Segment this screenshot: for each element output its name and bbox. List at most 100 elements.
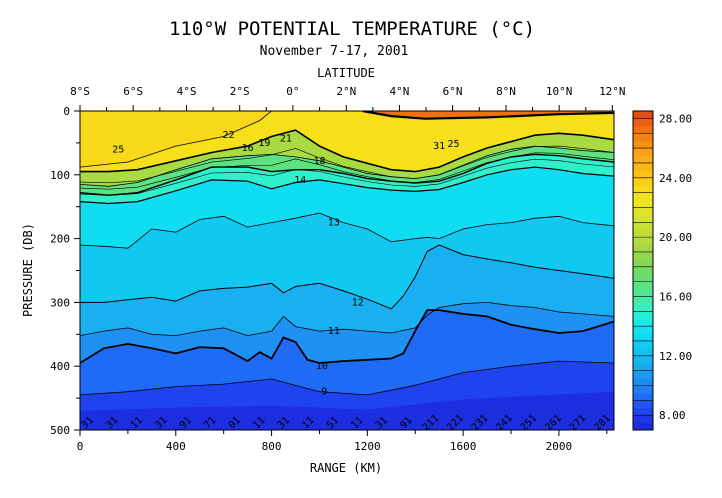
chart-title: 110°W POTENTIAL TEMPERATURE (°C)	[169, 18, 535, 40]
colorbar-swatch	[633, 289, 653, 297]
isotherm-lines	[80, 111, 614, 396]
colorbar-swatch	[633, 311, 653, 320]
colorbar-swatch	[633, 244, 653, 253]
colorbar-swatch	[633, 200, 653, 208]
colorbar-tick-label: 12.00	[659, 350, 692, 363]
colorbar-swatch	[633, 207, 653, 216]
colorbar-swatch	[633, 170, 653, 179]
chart-subtitle: November 7-17, 2001	[260, 44, 409, 59]
isotherm-25	[80, 111, 272, 168]
contour-label-25: 25	[448, 139, 460, 150]
contour-label-16: 16	[242, 143, 254, 154]
colorbar-swatch	[633, 422, 653, 431]
contour-label-19: 19	[258, 138, 270, 149]
lat-tick-label: 8°N	[496, 85, 516, 98]
isotherm-16	[80, 153, 614, 196]
colorbar-swatch	[633, 229, 653, 238]
colorbar-swatch	[633, 222, 653, 231]
colorbar-swatch	[633, 400, 653, 409]
temperature-band-8	[80, 391, 614, 430]
lat-tick-label: 10°N	[546, 85, 573, 98]
colorbar-tick-label: 20.00	[659, 231, 692, 244]
colorbar-swatch	[633, 148, 653, 157]
colorbar-tick-label: 24.00	[659, 172, 692, 185]
x-tick-label: 1200	[354, 440, 381, 453]
colorbar-swatch	[633, 415, 653, 424]
isotherm-13	[80, 212, 614, 249]
lat-tick-label: 4°S	[177, 85, 197, 98]
colorbar-swatch	[633, 192, 653, 201]
colorbar-swatch	[633, 266, 653, 275]
latitude-axis: 8°S 6°S 4°S 2°S 0° 2°N 4°N 6°N 8°N 10°N 12°N	[70, 85, 626, 111]
colorbar-swatch	[633, 118, 653, 127]
colorbar-tick-label: 16.00	[659, 290, 692, 303]
colorbar-swatch	[633, 370, 653, 379]
bottom-contour-label: 31	[374, 415, 390, 431]
lat-tick-label: 8°S	[70, 85, 90, 98]
bottom-contour-label: 31	[104, 415, 120, 431]
bottom-contour-label: 71	[202, 415, 218, 431]
contour-label-11: 11	[328, 326, 340, 337]
x-tick-label: 2000	[546, 440, 573, 453]
colorbar-swatch	[633, 214, 653, 223]
bottom-contour-label: 11	[251, 415, 267, 431]
colorbar-swatch	[633, 407, 653, 416]
isotherm-18	[80, 145, 614, 187]
x-axis: 0 400 800 1200 1600 2000	[77, 430, 608, 453]
colorbar-swatch	[633, 274, 653, 283]
contour-label-10: 10	[316, 361, 328, 372]
y-axis: 0 100 200 300 400 500	[50, 105, 80, 437]
y-axis-label: PRESSURE (DB)	[21, 223, 35, 317]
x-tick-label: 800	[262, 440, 282, 453]
bottom-contour-label: 11	[129, 415, 145, 431]
isotherm-22	[80, 129, 614, 173]
isotherm-10	[80, 309, 614, 364]
isotherm-11	[80, 301, 614, 337]
isotherm-12	[80, 244, 614, 310]
colorbar-swatch	[633, 251, 653, 260]
colorbar-swatch	[633, 177, 653, 186]
bottom-contour-label: 11	[300, 415, 316, 431]
bottom-contour-label: 31	[153, 415, 169, 431]
contour-label-13: 13	[328, 218, 340, 229]
bottom-contour-label: 01	[227, 415, 243, 431]
colorbar-swatch	[633, 392, 653, 401]
colorbar-swatch	[633, 326, 653, 335]
colorbar-swatch	[633, 385, 653, 394]
colorbar-swatch	[633, 140, 653, 149]
contour-label-25: 25	[112, 144, 124, 155]
colorbar-swatch	[633, 162, 653, 171]
lat-tick-label: 2°S	[230, 85, 250, 98]
contour-label-18: 18	[313, 156, 325, 167]
contour-label-21: 21	[280, 133, 292, 144]
y-tick-label: 0	[63, 105, 70, 118]
colorbar-frame	[632, 110, 654, 431]
colorbar-swatch	[633, 155, 653, 164]
lat-tick-label: 4°N	[390, 85, 410, 98]
colorbar-swatch	[633, 348, 653, 357]
temperature-band-25	[80, 111, 272, 168]
bottom-contour-label: 51	[325, 415, 341, 431]
colorbar-swatch	[633, 296, 653, 305]
colorbar-swatch	[633, 363, 653, 372]
colorbar-swatch	[633, 111, 653, 119]
y-tick-label: 200	[50, 233, 70, 246]
thermocline-line-3	[80, 158, 614, 196]
contour-label-14: 14	[294, 175, 306, 186]
colorbar-swatch	[633, 355, 653, 364]
contour-label-22: 22	[222, 130, 234, 141]
colorbar-swatch	[633, 333, 653, 342]
temperature-field	[80, 111, 614, 430]
bottom-contour-label: 31	[276, 415, 292, 431]
lat-tick-label: 6°S	[123, 85, 143, 98]
bottom-contour-label: 91	[178, 415, 194, 431]
colorbar-swatch	[633, 378, 653, 386]
y-tick-label: 300	[50, 296, 70, 309]
isotherm-9	[80, 360, 614, 396]
contour-label-9: 9	[321, 387, 327, 398]
contour-label-31: 31	[433, 141, 445, 152]
thermocline-line-1	[80, 145, 614, 184]
x-axis-label: RANGE (KM)	[310, 461, 382, 475]
lat-tick-label: 2°N	[336, 85, 356, 98]
